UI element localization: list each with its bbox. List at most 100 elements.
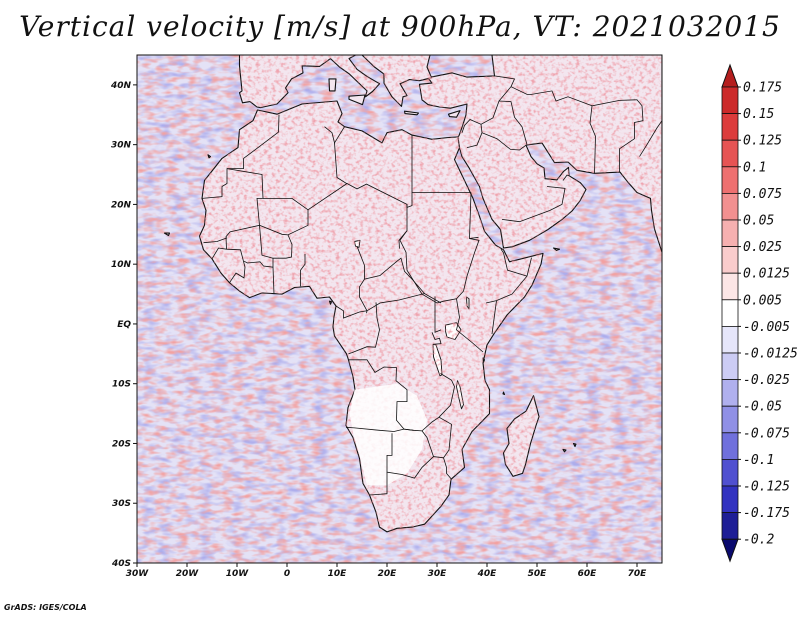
colorbar-label: -0.175 [743, 506, 790, 521]
country-border [334, 142, 347, 184]
chart-title: Vertical velocity [m/s] at 900hPa, VT: 2… [19, 10, 781, 43]
lat-tick-label: 30S [112, 499, 131, 509]
lat-tick-label: 40S [111, 559, 131, 569]
lon-tick-label: 30W [126, 569, 150, 579]
country-border [510, 86, 593, 107]
country-border [431, 332, 442, 345]
colorbar-label: 0.005 [743, 293, 782, 308]
country-border [203, 237, 228, 244]
country-border [501, 186, 566, 223]
country-border [491, 300, 497, 335]
country-border [469, 236, 479, 239]
colorbar-segment [721, 192, 739, 221]
colorbar-bottom-cap [721, 538, 739, 563]
lon-tick-label: 0 [284, 569, 290, 579]
colorbar-segment [721, 246, 739, 274]
lat-tick-label: 30N [111, 141, 132, 151]
sicily-island [348, 94, 366, 106]
country-border [421, 430, 434, 457]
colorbar-segment [721, 405, 739, 434]
country-border [480, 100, 528, 145]
country-border [406, 192, 413, 208]
latitude-axis: 40N 30N 20N 10N EQ 10S 20S 30S 40S [110, 81, 137, 569]
country-border [335, 293, 442, 319]
country-border [485, 257, 532, 304]
colorbar-label: -0.075 [743, 426, 790, 441]
country-border [434, 296, 442, 333]
colorbar-label: 0.075 [743, 187, 782, 202]
colorbar-label: 0.0125 [743, 267, 790, 282]
mauritius-island [572, 442, 577, 448]
country-border [500, 248, 528, 277]
lat-tick-label: 10S [112, 380, 131, 390]
lon-tick-label: 30E [428, 569, 448, 579]
country-border [259, 197, 309, 236]
lat-tick-label: 10N [111, 260, 132, 270]
country-border [494, 75, 516, 102]
colorbar-label: 0.025 [743, 240, 782, 255]
country-border [307, 183, 408, 249]
country-border [225, 168, 264, 250]
colorbar-segment [721, 113, 739, 141]
country-borders [201, 75, 662, 496]
grads-credit: GrADS: IGES/COLA [4, 603, 87, 612]
country-border [211, 247, 246, 283]
cyprus-island [447, 110, 461, 118]
colorbar-label: 0.05 [743, 214, 774, 229]
colorbar-segment [721, 325, 739, 354]
plot-frame [136, 54, 663, 564]
country-border [324, 126, 345, 144]
colorbar-segment [721, 272, 739, 301]
country-border [639, 120, 662, 157]
country-border [348, 302, 380, 355]
colorbar-label: -0.025 [743, 373, 790, 388]
colorbar-label: -0.2 [743, 533, 774, 548]
lat-tick-label: 20S [112, 439, 131, 449]
country-border [438, 373, 455, 418]
country-border [243, 260, 274, 268]
colorbar-label: -0.005 [743, 320, 790, 335]
colorbar-segment [721, 166, 739, 194]
country-border [399, 192, 480, 304]
map-plot-area [137, 55, 662, 563]
lon-tick-label: 20E [378, 569, 398, 579]
lat-tick-label: EQ [117, 320, 131, 330]
lon-tick-label: 10W [226, 569, 250, 579]
sardinia-island [328, 78, 337, 92]
colorbar-segment [721, 512, 739, 540]
country-border [369, 472, 388, 496]
cape-verde-island [163, 232, 171, 237]
bioko-island [328, 300, 333, 305]
crete-island [403, 110, 420, 116]
reunion-island [562, 448, 567, 453]
colorbar-label: 0.125 [743, 134, 782, 149]
colorbar-segment [721, 379, 739, 407]
colorbar-segment [721, 299, 739, 327]
colorbar-segment [721, 86, 739, 115]
colorbar-label: 0.15 [743, 107, 774, 122]
country-border [456, 298, 484, 353]
lon-tick-label: 70E [628, 569, 648, 579]
longitude-axis: 30W 20W 10W 0 10E 20E 30E 40E 50E 60E 70E [126, 563, 647, 579]
colorbar-segment [721, 139, 739, 168]
lat-tick-label: 20N [111, 200, 132, 210]
country-border [201, 158, 244, 199]
lon-tick-label: 50E [528, 569, 548, 579]
country-border [300, 254, 306, 287]
colorbar-label: -0.0125 [743, 347, 798, 362]
colorbar-label: 0.175 [743, 81, 782, 96]
country-border [443, 457, 452, 480]
colorbar-top-cap [721, 63, 739, 88]
colorbar-label: -0.05 [743, 400, 782, 415]
lon-tick-label: 40E [477, 569, 498, 579]
socotra-island [552, 247, 561, 251]
lon-tick-label: 60E [578, 569, 598, 579]
country-border [345, 416, 452, 479]
calm-region [349, 383, 427, 486]
colorbar: 0.175 0.15 0.125 0.1 0.075 0.05 0.025 0.0125 0.0… [721, 63, 798, 563]
lon-tick-label: 20W [176, 569, 200, 579]
colorbar-label: -0.125 [743, 480, 790, 495]
country-border [562, 174, 570, 181]
colorbar-label: -0.1 [743, 453, 774, 468]
